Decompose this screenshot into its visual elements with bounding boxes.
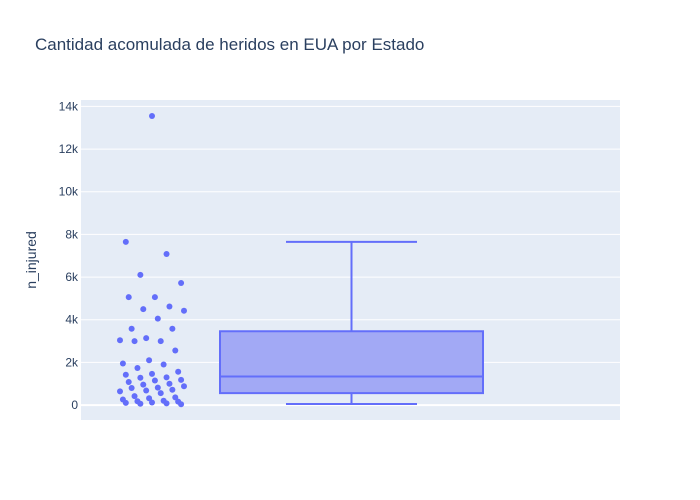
data-point: [166, 303, 173, 310]
data-point: [178, 376, 185, 383]
data-point: [146, 395, 153, 402]
data-point: [122, 399, 129, 406]
data-point: [157, 390, 164, 397]
data-point: [151, 377, 158, 384]
data-point: [154, 315, 161, 322]
y-tick-label: 14k: [59, 99, 79, 113]
data-points: [117, 113, 187, 408]
data-point: [172, 394, 179, 401]
data-point: [137, 400, 144, 407]
data-point: [166, 380, 173, 387]
y-tick-label: 2k: [65, 355, 79, 369]
y-tick-label: 8k: [65, 227, 79, 241]
data-point: [140, 381, 147, 388]
box-trace: [219, 240, 484, 405]
data-point: [149, 399, 155, 406]
data-point: [143, 335, 150, 342]
data-point: [172, 347, 179, 354]
data-point: [131, 393, 138, 400]
data-point: [149, 113, 155, 119]
data-point: [134, 364, 141, 371]
y-axis-title: n_injured: [23, 231, 39, 289]
data-point: [175, 368, 182, 375]
data-point: [169, 386, 176, 393]
y-tick-label: 10k: [59, 185, 79, 199]
data-point: [178, 401, 185, 408]
data-point: [128, 385, 135, 391]
data-point: [125, 379, 132, 386]
chart-title: Cantidad acomulada de heridos en EUA por…: [35, 35, 424, 54]
data-point: [181, 383, 187, 390]
y-tick-label: 4k: [65, 313, 79, 327]
data-point: [119, 360, 126, 367]
data-point: [181, 307, 187, 314]
data-point: [163, 400, 170, 407]
data-point: [137, 271, 144, 278]
y-axis-ticks: 0 2k 4k 6k 8k 10k 12k 14k: [59, 99, 79, 412]
data-point: [128, 325, 135, 332]
data-point: [157, 338, 164, 345]
data-point: [169, 325, 176, 332]
data-point: [178, 280, 185, 287]
data-point: [140, 306, 147, 313]
y-tick-label: 12k: [59, 142, 79, 156]
data-point: [146, 357, 153, 364]
data-point: [131, 338, 138, 345]
data-point: [149, 370, 155, 377]
data-point: [143, 387, 150, 394]
box-iqr: [219, 330, 484, 395]
data-point: [122, 238, 129, 245]
data-point: [163, 374, 170, 381]
data-point: [117, 388, 123, 395]
y-tick-label: 0: [71, 398, 78, 412]
data-point: [117, 337, 123, 344]
data-point: [154, 384, 161, 391]
data-point: [151, 294, 158, 301]
data-point: [137, 374, 144, 381]
data-point: [125, 294, 132, 301]
y-tick-label: 6k: [65, 270, 79, 284]
data-point: [122, 371, 129, 378]
data-point: [163, 251, 170, 258]
data-point: [160, 361, 167, 368]
